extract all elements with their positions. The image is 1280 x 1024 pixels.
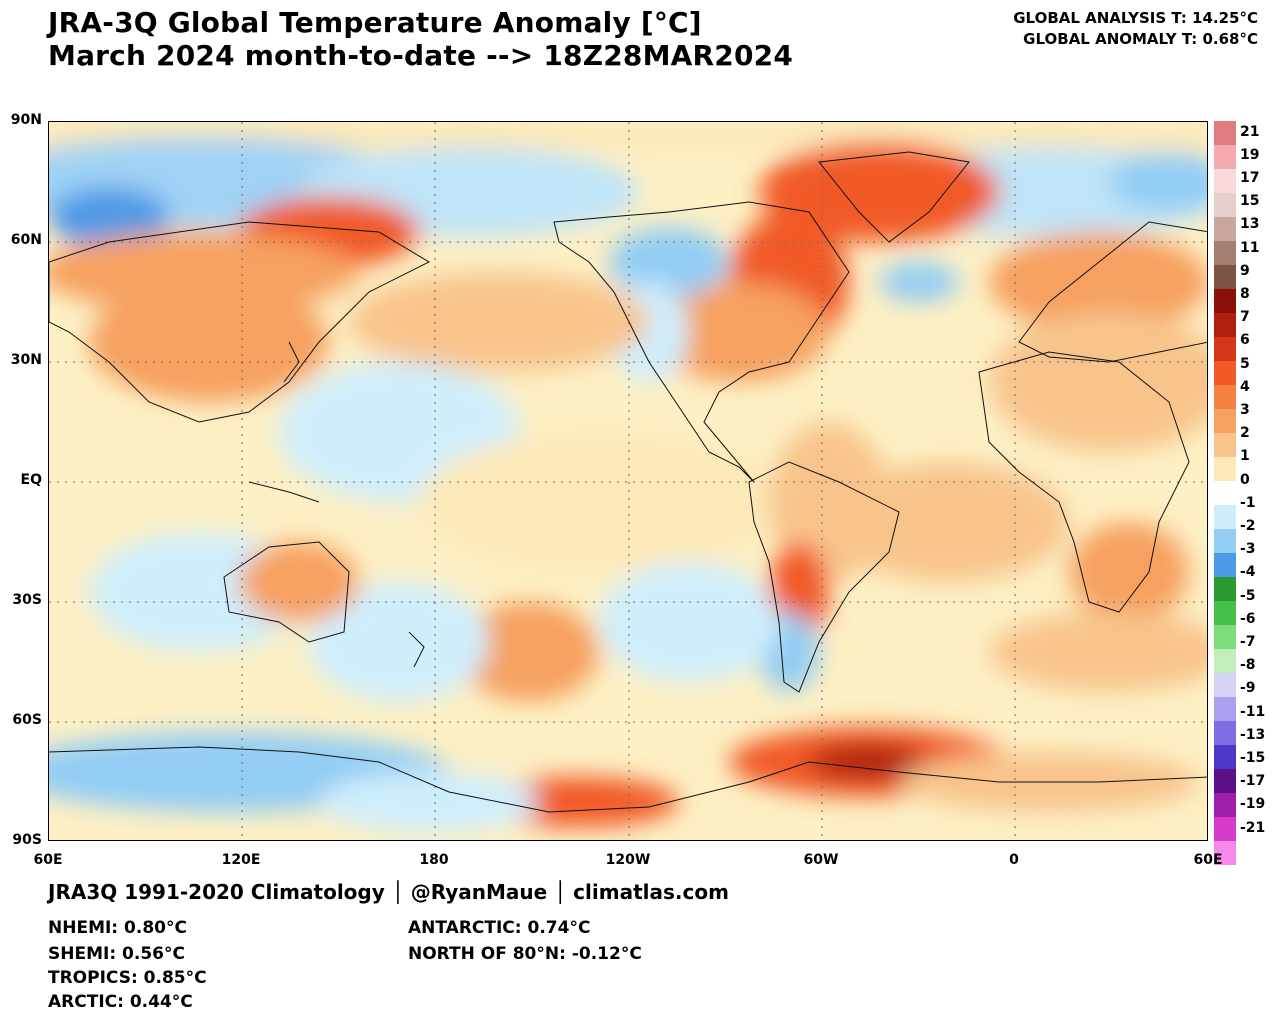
lat-label-60n: 60N — [10, 232, 42, 248]
lat-label-eq: EQ — [20, 472, 42, 488]
colorbar-swatch — [1214, 769, 1236, 793]
colorbar-swatch — [1214, 385, 1236, 409]
north80-stat: NORTH OF 80°N: -0.12°C — [408, 944, 642, 964]
colorbar-swatch — [1214, 841, 1236, 865]
colorbar-label: -1 — [1240, 495, 1256, 511]
colorbar-label: 21 — [1240, 124, 1260, 140]
colorbar-swatch — [1214, 361, 1236, 385]
lat-label-60s: 60S — [12, 712, 42, 728]
colorbar-label: 19 — [1240, 147, 1260, 163]
anomaly-blobs — [49, 122, 1207, 832]
colorbar-swatch — [1214, 169, 1236, 193]
tropics-stat: TROPICS: 0.85°C — [48, 968, 207, 988]
lon-label-0: 0 — [1009, 852, 1019, 868]
lon-label-120e: 120E — [221, 852, 261, 868]
colorbar-label: 6 — [1240, 332, 1250, 348]
colorbar-label: -19 — [1240, 796, 1266, 812]
colorbar-swatch — [1214, 409, 1236, 433]
colorbar-swatch — [1214, 529, 1236, 553]
colorbar-swatch — [1214, 145, 1236, 169]
colorbar-swatch — [1214, 625, 1236, 649]
coastlines — [49, 151, 1207, 813]
colorbar-label: 8 — [1240, 286, 1250, 302]
colorbar-label: -5 — [1240, 588, 1256, 604]
colorbar-swatch — [1214, 553, 1236, 577]
colorbar-label: 2 — [1240, 425, 1250, 441]
colorbar-swatch — [1214, 217, 1236, 241]
map-title: JRA-3Q Global Temperature Anomaly [°C] M… — [48, 6, 793, 72]
global-analysis-temp: GLOBAL ANALYSIS T: 14.25°C — [1013, 9, 1258, 27]
colorbar-swatch — [1214, 649, 1236, 673]
colorbar-label: 4 — [1240, 379, 1250, 395]
lat-label-90n: 90N — [10, 112, 42, 128]
title-line-1: JRA-3Q Global Temperature Anomaly [°C] — [48, 6, 702, 39]
graticule — [49, 122, 1207, 840]
colorbar-swatch — [1214, 721, 1236, 745]
colorbar-swatch — [1214, 601, 1236, 625]
colorbar-swatch — [1214, 121, 1236, 145]
colorbar-label: 11 — [1240, 240, 1260, 256]
arctic-stat: ARCTIC: 0.44°C — [48, 992, 193, 1012]
colorbar-swatch — [1214, 793, 1236, 817]
colorbar-label: -4 — [1240, 564, 1256, 580]
colorbar-swatch — [1214, 505, 1236, 529]
colorbar-label: 7 — [1240, 309, 1250, 325]
colorbar-label: -17 — [1240, 773, 1266, 789]
source-line: JRA3Q 1991-2020 Climatology │ @RyanMaue … — [48, 880, 729, 904]
colorbar-swatch — [1214, 313, 1236, 337]
colorbar-swatch — [1214, 193, 1236, 217]
colorbar-swatch — [1214, 241, 1236, 265]
colorbar-label: -13 — [1240, 727, 1266, 743]
colorbar-swatch — [1214, 817, 1236, 841]
global-anomaly-temp: GLOBAL ANOMALY T: 0.68°C — [1023, 30, 1258, 48]
lon-label-60e: 60E — [33, 852, 63, 868]
colorbar-label: -2 — [1240, 518, 1256, 534]
colorbar-label: -7 — [1240, 634, 1256, 650]
colorbar-label: -11 — [1240, 704, 1266, 720]
lon-label-180: 180 — [419, 852, 449, 868]
colorbar-swatch — [1214, 745, 1236, 769]
temperature-anomaly-map — [48, 121, 1208, 841]
colorbar-label: 13 — [1240, 216, 1260, 232]
colorbar-label: 15 — [1240, 193, 1260, 209]
lon-label-120w: 120W — [605, 852, 651, 868]
colorbar-swatch — [1214, 481, 1236, 505]
lat-label-90s: 90S — [12, 832, 42, 848]
colorbar-label: 17 — [1240, 170, 1260, 186]
colorbar-label: -15 — [1240, 750, 1266, 766]
nhemi-stat: NHEMI: 0.80°C — [48, 918, 187, 938]
colorbar-swatch — [1214, 337, 1236, 361]
title-line-2: March 2024 month-to-date --> 18Z28MAR202… — [48, 39, 794, 72]
colorbar-label: -21 — [1240, 820, 1266, 836]
shemi-stat: SHEMI: 0.56°C — [48, 944, 185, 964]
lon-label-60w: 60W — [803, 852, 839, 868]
colorbar-swatch — [1214, 457, 1236, 481]
colorbar — [1214, 121, 1236, 865]
anomaly-field — [49, 122, 1207, 840]
colorbar-swatch — [1214, 673, 1236, 697]
colorbar-label: -3 — [1240, 541, 1256, 557]
colorbar-swatch — [1214, 289, 1236, 313]
colorbar-swatch — [1214, 265, 1236, 289]
colorbar-label: -8 — [1240, 657, 1256, 673]
lat-label-30s: 30S — [12, 592, 42, 608]
colorbar-swatch — [1214, 577, 1236, 601]
colorbar-label: 3 — [1240, 402, 1250, 418]
lon-label-60e-right: 60E — [1193, 852, 1223, 868]
colorbar-label: 5 — [1240, 356, 1250, 372]
colorbar-label: 1 — [1240, 448, 1250, 464]
global-stats: GLOBAL ANALYSIS T: 14.25°C GLOBAL ANOMAL… — [1013, 8, 1258, 50]
colorbar-swatch — [1214, 697, 1236, 721]
colorbar-label: -6 — [1240, 611, 1256, 627]
antarctic-stat: ANTARCTIC: 0.74°C — [408, 918, 591, 938]
colorbar-swatch — [1214, 433, 1236, 457]
colorbar-label: 0 — [1240, 472, 1250, 488]
colorbar-label: 9 — [1240, 263, 1250, 279]
lat-label-30n: 30N — [10, 352, 42, 368]
colorbar-label: -9 — [1240, 680, 1256, 696]
